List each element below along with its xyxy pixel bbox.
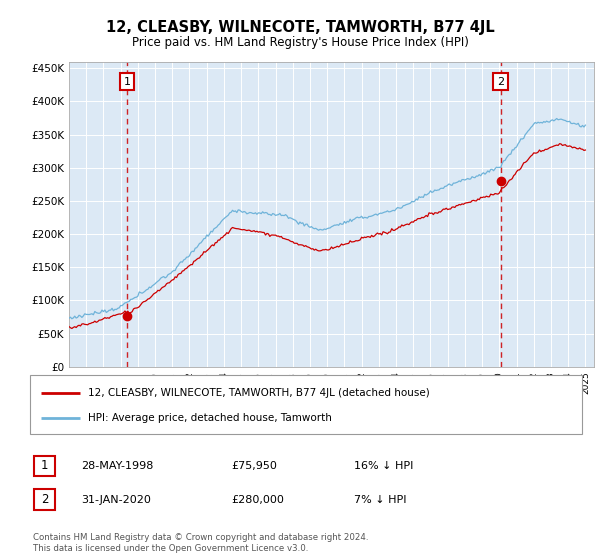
FancyBboxPatch shape <box>34 456 55 476</box>
Text: 1: 1 <box>41 459 48 473</box>
Text: 2: 2 <box>41 493 48 506</box>
Text: Contains HM Land Registry data © Crown copyright and database right 2024.
This d: Contains HM Land Registry data © Crown c… <box>33 533 368 553</box>
Text: 28-MAY-1998: 28-MAY-1998 <box>81 461 154 471</box>
Text: Price paid vs. HM Land Registry's House Price Index (HPI): Price paid vs. HM Land Registry's House … <box>131 36 469 49</box>
Text: 7% ↓ HPI: 7% ↓ HPI <box>354 494 407 505</box>
Text: 31-JAN-2020: 31-JAN-2020 <box>81 494 151 505</box>
Text: £280,000: £280,000 <box>231 494 284 505</box>
Text: HPI: Average price, detached house, Tamworth: HPI: Average price, detached house, Tamw… <box>88 413 332 423</box>
Text: 2: 2 <box>497 77 504 86</box>
Text: 16% ↓ HPI: 16% ↓ HPI <box>354 461 413 471</box>
Text: 12, CLEASBY, WILNECOTE, TAMWORTH, B77 4JL (detached house): 12, CLEASBY, WILNECOTE, TAMWORTH, B77 4J… <box>88 388 430 398</box>
Text: £75,950: £75,950 <box>231 461 277 471</box>
Text: 12, CLEASBY, WILNECOTE, TAMWORTH, B77 4JL: 12, CLEASBY, WILNECOTE, TAMWORTH, B77 4J… <box>106 20 494 35</box>
FancyBboxPatch shape <box>30 375 582 434</box>
FancyBboxPatch shape <box>34 489 55 510</box>
Text: 1: 1 <box>124 77 131 86</box>
